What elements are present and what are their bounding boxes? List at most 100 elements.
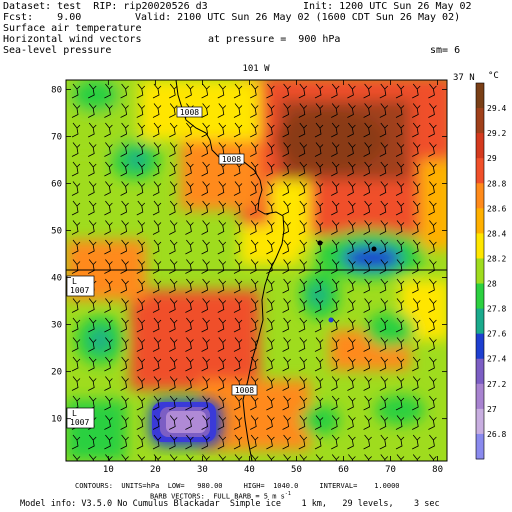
wind-barb — [379, 395, 389, 411]
wind-barb — [201, 434, 210, 450]
wind-barb — [185, 259, 194, 274]
wind-barb — [314, 415, 324, 430]
wind-barb — [120, 298, 129, 313]
wind-barb — [169, 239, 178, 255]
wind-barb — [347, 122, 356, 138]
wind-barb — [395, 337, 405, 352]
wind-barb — [120, 161, 129, 177]
wind-barb — [217, 103, 227, 118]
station-dot — [371, 246, 377, 252]
wind-barb — [379, 278, 389, 294]
wind-barb — [250, 317, 259, 333]
wind-barb — [217, 122, 227, 138]
wind-barb — [104, 395, 113, 411]
wind-barb — [169, 220, 178, 235]
colorbar-swatch — [476, 358, 484, 385]
pressure-level-label: at pressure = 900 hPa — [208, 34, 341, 45]
colorbar-label: 29.2 — [487, 129, 506, 138]
wind-barb — [314, 200, 324, 216]
wind-barb — [347, 161, 356, 177]
wind-barb — [363, 122, 372, 138]
wind-barb — [429, 454, 437, 461]
x-tick-label: 60 — [338, 465, 349, 475]
wind-barb — [363, 298, 372, 313]
wind-barb — [363, 142, 372, 157]
wind-barb — [412, 434, 421, 450]
wind-barb — [201, 376, 210, 391]
wind-barb — [104, 376, 113, 391]
wind-barb — [299, 454, 308, 461]
wind-barb — [104, 434, 113, 450]
wind-barb — [412, 337, 421, 352]
wind-barb — [152, 142, 162, 157]
wind-barb — [169, 337, 178, 352]
wind-barb — [120, 181, 129, 196]
wind-barb — [331, 142, 340, 157]
wind-barb — [428, 278, 437, 294]
wind-barb — [152, 278, 162, 294]
wind-barb — [314, 122, 324, 138]
x-tick-label: 80 — [432, 465, 443, 475]
wind-barb — [347, 415, 356, 430]
wind-barb — [137, 454, 146, 461]
colorbar-swatch — [476, 83, 484, 109]
wind-barb — [250, 200, 259, 216]
wind-barb — [250, 415, 259, 430]
wind-barb — [201, 181, 210, 196]
svg-text:1008: 1008 — [235, 386, 254, 395]
x-tick-label: 70 — [385, 465, 396, 475]
wind-barb — [347, 239, 356, 255]
wind-barb — [395, 181, 405, 196]
wind-barb — [152, 259, 162, 274]
wind-barb — [152, 356, 162, 372]
svg-text:L: L — [72, 409, 77, 418]
wind-barb — [347, 103, 356, 118]
y-tick-label: 20 — [51, 368, 62, 378]
wind-barb — [395, 434, 405, 450]
wind-barb — [88, 337, 97, 352]
wind-barb — [136, 434, 146, 450]
wind-barb — [104, 239, 113, 255]
wind-barb — [428, 356, 437, 372]
wind-barb — [71, 200, 81, 216]
wind-barb — [71, 161, 81, 177]
wind-barb — [250, 356, 259, 372]
wind-barb — [380, 454, 389, 461]
wind-barb — [201, 259, 210, 274]
wind-barb — [201, 415, 210, 430]
wind-barb — [283, 454, 291, 461]
wind-barb — [152, 337, 162, 352]
colorbar-swatch — [476, 433, 484, 460]
colorbar-label: 28.2 — [487, 254, 506, 263]
wind-barb — [71, 259, 81, 274]
wind-barb — [152, 434, 162, 450]
wind-barb — [120, 415, 129, 430]
wind-barb — [412, 356, 421, 372]
wind-barb — [104, 415, 113, 430]
wind-barb — [152, 239, 162, 255]
wind-barb — [233, 200, 243, 216]
wind-barb — [282, 317, 291, 333]
colorbar-swatch — [476, 183, 484, 209]
wind-barb — [136, 415, 146, 430]
wind-barb — [250, 142, 259, 157]
wind-barb — [379, 220, 389, 235]
wind-barb — [331, 239, 340, 255]
wind-barb — [298, 434, 308, 450]
colorbar-label: 28 — [487, 280, 497, 289]
wind-barb — [428, 83, 437, 99]
wind-barb — [331, 356, 340, 372]
wind-barb — [331, 103, 340, 118]
wind-barb — [331, 278, 340, 294]
wind-barb — [348, 454, 356, 461]
wind-barb — [266, 317, 275, 333]
wind-barb — [217, 161, 227, 177]
wind-barb — [412, 103, 421, 118]
wind-barb — [169, 376, 178, 391]
wind-barb — [363, 83, 372, 99]
svg-text:1007: 1007 — [70, 418, 89, 427]
wind-barb — [233, 239, 243, 255]
wind-barb — [379, 259, 389, 274]
wind-barb — [233, 317, 243, 333]
wind-barb — [347, 434, 356, 450]
